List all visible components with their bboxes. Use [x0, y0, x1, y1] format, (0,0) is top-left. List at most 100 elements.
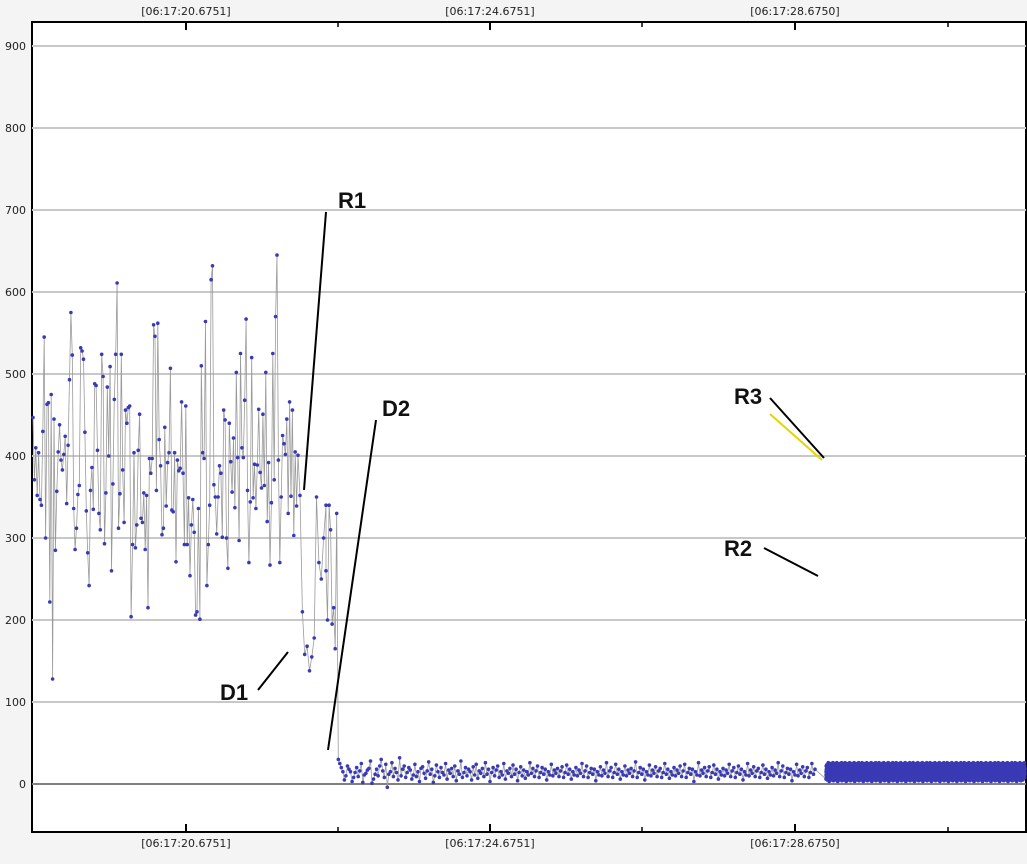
data-point-35 [80, 349, 84, 353]
data-point-293 [463, 765, 468, 770]
data-point-213 [341, 769, 345, 774]
data-point-140 [227, 421, 232, 426]
data-point-28 [70, 353, 75, 357]
data-point-502 [784, 770, 788, 775]
data-point-455 [712, 763, 716, 767]
data-point-231 [368, 759, 373, 763]
data-point-106 [179, 400, 184, 404]
data-point-210 [336, 757, 341, 762]
data-point-378 [594, 778, 598, 783]
data-point-438 [686, 770, 690, 775]
data-point-290 [459, 759, 463, 763]
data-point-510 [796, 774, 800, 778]
data-point-116 [193, 613, 198, 617]
data-point-218 [348, 769, 353, 774]
annotation-label-d2: D2 [382, 396, 410, 421]
data-point-443 [693, 769, 698, 774]
data-point-37 [83, 430, 87, 435]
data-point-354 [557, 774, 561, 779]
data-point-516 [805, 765, 810, 770]
data-point-471 [736, 764, 741, 768]
data-point-119 [198, 617, 202, 621]
data-point-458 [716, 777, 721, 781]
data-point-186 [292, 533, 296, 538]
data-point-379 [595, 769, 600, 774]
data-point-417 [653, 765, 658, 769]
data-point-262 [416, 769, 420, 774]
data-point-496 [774, 771, 779, 776]
data-point-388 [609, 765, 613, 770]
data-point-139 [226, 566, 230, 571]
data-point-273 [433, 774, 437, 778]
data-point-200 [321, 536, 326, 540]
data-point-482 [753, 774, 757, 779]
data-point-321 [506, 771, 511, 776]
data-point-484 [756, 766, 761, 771]
data-point-82 [146, 605, 150, 610]
data-point-359 [564, 763, 569, 767]
data-point-468 [732, 765, 736, 770]
data-point-329 [518, 765, 523, 769]
y-tick-label-200: 200 [5, 614, 26, 627]
data-point-178 [280, 433, 285, 438]
data-point-70 [129, 614, 133, 619]
data-point-193 [305, 644, 309, 648]
data-point-491 [767, 769, 771, 774]
data-point-142 [230, 490, 234, 494]
data-point-123 [203, 319, 208, 324]
data-point-3509 [1022, 775, 1027, 780]
data-point-285 [451, 774, 456, 779]
data-point-259 [411, 773, 416, 777]
data-point-46 [95, 448, 100, 453]
data-point-173 [273, 314, 278, 319]
data-point-410 [643, 778, 647, 782]
data-point-296 [468, 769, 472, 774]
data-point-39 [85, 551, 90, 555]
data-point-307 [485, 772, 489, 776]
data-point-31 [74, 526, 79, 530]
data-point-179 [282, 441, 286, 446]
data-point-343 [540, 765, 544, 770]
data-point-3505 [1022, 760, 1027, 765]
data-point-326 [514, 767, 518, 771]
data-point-170 [269, 500, 274, 505]
data-point-294 [465, 774, 469, 778]
data-point-286 [453, 764, 457, 768]
grid-layer [32, 45, 1026, 785]
data-point-280 [443, 761, 448, 766]
data-point-387 [607, 769, 612, 773]
data-point-345 [543, 767, 547, 771]
data-point-402 [630, 774, 635, 779]
data-point-133 [217, 464, 222, 468]
data-point-304 [480, 766, 485, 771]
data-point-3 [35, 493, 39, 498]
data-point-219 [350, 779, 354, 784]
data-point-420 [658, 766, 662, 771]
data-point-72 [132, 450, 136, 455]
data-point-414 [649, 774, 653, 778]
y-tick-label-0: 0 [19, 778, 26, 791]
data-point-323 [509, 774, 514, 779]
data-point-126 [207, 503, 212, 508]
data-point-316 [499, 769, 503, 774]
data-point-409 [641, 767, 646, 771]
data-point-283 [448, 771, 453, 776]
data-point-339 [534, 769, 538, 773]
data-point-117 [195, 610, 199, 614]
data-point-120 [199, 364, 204, 368]
data-point-369 [580, 761, 584, 766]
data-point-14 [50, 677, 55, 681]
data-point-403 [632, 769, 636, 773]
data-point-498 [777, 774, 782, 779]
data-point-392 [615, 772, 620, 776]
data-point-71 [130, 542, 135, 547]
data-point-114 [191, 497, 195, 502]
data-point-297 [469, 778, 474, 782]
data-point-212 [339, 765, 344, 770]
data-point-190 [298, 493, 302, 498]
data-point-277 [439, 765, 443, 770]
annotation-leader-r3 [769, 397, 825, 459]
data-point-128 [210, 264, 215, 268]
data-point-96 [165, 460, 170, 465]
